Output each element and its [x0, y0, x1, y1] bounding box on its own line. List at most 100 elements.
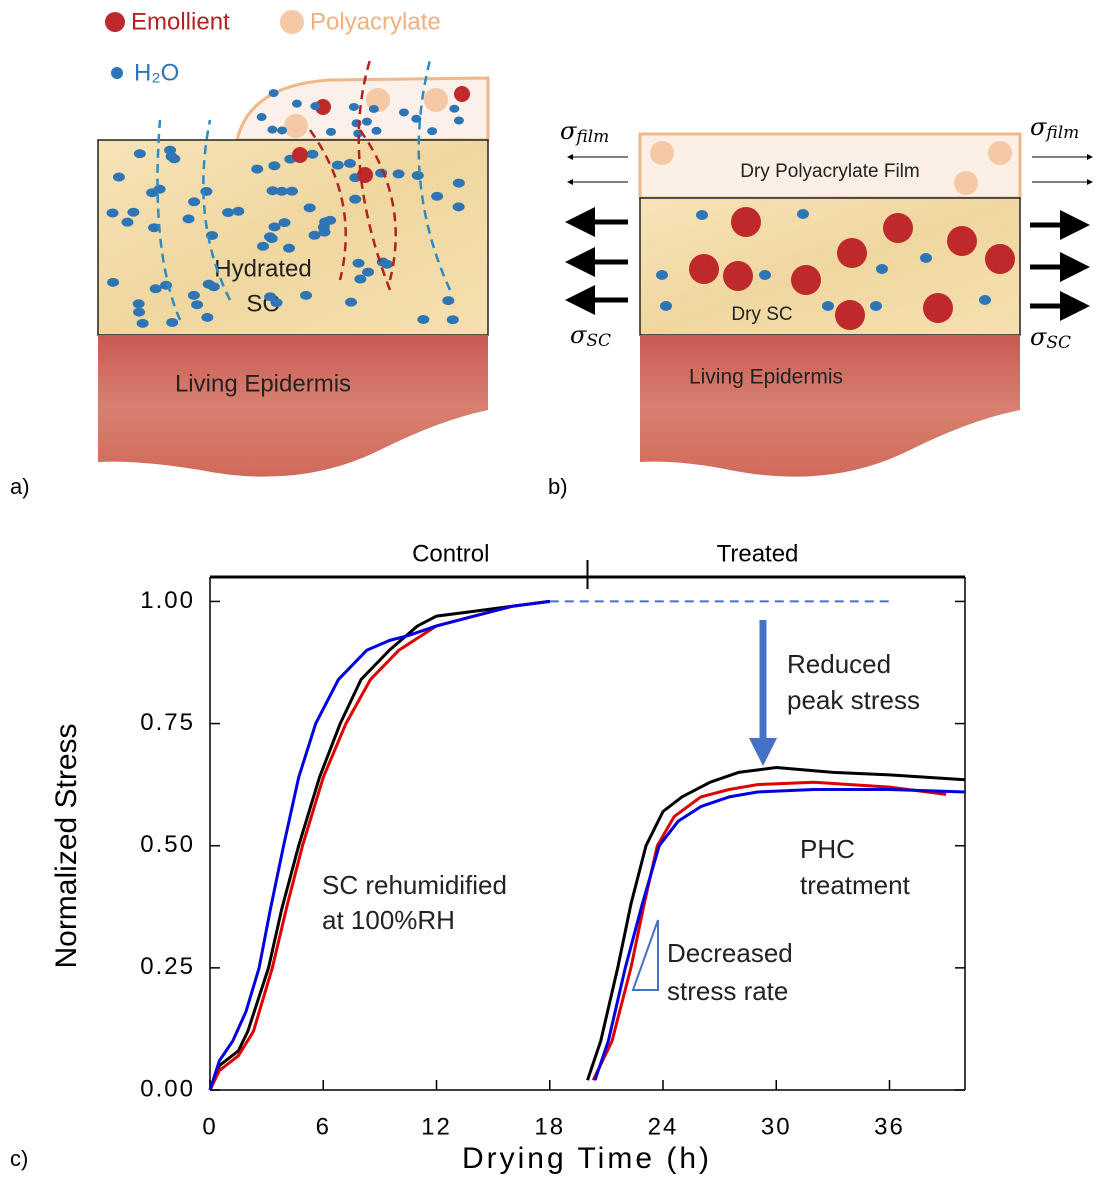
- water-dot: [398, 108, 409, 117]
- panel-label: a): [10, 474, 30, 499]
- annotation: SC rehumidified: [322, 870, 507, 900]
- panel-label: b): [548, 474, 568, 499]
- x-tick-label: 18: [534, 1113, 565, 1140]
- annotation: Reduced: [787, 649, 891, 679]
- x-tick-label: 0: [202, 1113, 217, 1140]
- water-dot: [452, 178, 465, 188]
- annotation: at 100%RH: [322, 905, 455, 935]
- chart: c) Drying Time (h) Normalized Stress Con…: [10, 540, 966, 1175]
- x-tick-label: 36: [874, 1113, 905, 1140]
- water-dot: [354, 274, 367, 284]
- water-dot: [202, 279, 215, 289]
- stress-label: σSC: [570, 321, 611, 351]
- flow-path: [357, 59, 392, 291]
- water-dot: [291, 99, 302, 108]
- water-dot: [188, 197, 201, 207]
- water-dot: [431, 191, 444, 201]
- water-dot: [251, 164, 264, 174]
- water-dot: [187, 290, 200, 300]
- stress-label: σfilm: [560, 117, 609, 147]
- y-tick-label: 1.00: [140, 587, 195, 614]
- sc-layer: [97, 139, 489, 336]
- water-dot: [278, 218, 291, 228]
- water-dot: [149, 284, 162, 294]
- water-dot: [148, 223, 161, 233]
- water-dot: [308, 230, 321, 240]
- stress-label: σfilm: [1030, 113, 1079, 143]
- annotation: treatment: [800, 870, 911, 900]
- water-dot: [153, 184, 166, 194]
- water-dot: [797, 209, 809, 219]
- water-dot: [331, 160, 344, 170]
- water-dot: [362, 267, 375, 277]
- x-tick-label: 24: [648, 1113, 679, 1140]
- water-dot: [256, 113, 267, 122]
- water-dot: [822, 301, 834, 311]
- flow-path: [308, 129, 347, 281]
- diagram-a: Emollient Polyacrylate H₂O Hydrated SC L…: [10, 8, 490, 499]
- annotation: PHC: [800, 834, 855, 864]
- water-dot: [696, 210, 708, 220]
- water-dot: [107, 277, 120, 287]
- emollient-dot: [923, 293, 953, 323]
- polyacrylate-dot: [650, 141, 674, 165]
- emollient-dot: [315, 99, 331, 115]
- legend-dot: [111, 67, 123, 79]
- layer-label: Dry Polyacrylate Film: [740, 161, 919, 182]
- water-dot: [656, 270, 668, 280]
- water-dot: [361, 117, 372, 126]
- water-dot: [392, 169, 405, 179]
- water-dot: [133, 149, 146, 159]
- water-dot: [318, 227, 331, 237]
- emollient-dot: [292, 147, 308, 163]
- annotation: Decreased: [667, 938, 793, 968]
- water-dot: [222, 208, 235, 218]
- water-dot: [870, 301, 882, 311]
- water-dot: [449, 104, 460, 113]
- water-dot: [452, 202, 465, 212]
- epidermis: [640, 335, 1020, 477]
- water-dot: [417, 314, 430, 324]
- legend-label: Polyacrylate: [310, 8, 441, 35]
- x-tick-label: 30: [761, 1113, 792, 1140]
- water-dot: [270, 298, 283, 308]
- water-dot: [349, 194, 362, 204]
- annotation: peak stress: [787, 685, 920, 715]
- emollient-dot: [731, 207, 761, 237]
- annotation: stress rate: [667, 976, 788, 1006]
- y-tick-label: 0.75: [140, 709, 195, 736]
- flow-path: [202, 119, 232, 301]
- legend-dot: [105, 12, 125, 32]
- water-dot: [306, 149, 319, 159]
- emollient-dot: [689, 254, 719, 284]
- emollient-dot: [454, 86, 470, 102]
- water-dot: [182, 214, 195, 224]
- water-dot: [371, 126, 382, 135]
- top-label: Treated: [717, 540, 799, 567]
- water-dot: [660, 301, 672, 311]
- water-dot: [268, 89, 279, 98]
- water-dot: [352, 258, 365, 268]
- layer-label: Dry SC: [731, 304, 792, 325]
- polyacrylate-dot: [988, 141, 1012, 165]
- water-dot: [326, 127, 337, 136]
- water-dot: [232, 206, 245, 216]
- water-dot: [191, 300, 204, 310]
- water-dot: [411, 170, 424, 180]
- water-dot: [442, 296, 455, 306]
- emollient-dot: [985, 244, 1015, 274]
- water-dot: [266, 186, 279, 196]
- diagram-b: Dry Polyacrylate Film Dry SC Living Epid…: [548, 113, 1093, 499]
- flow-path: [358, 129, 397, 281]
- layer-label: Living Epidermis: [689, 366, 843, 389]
- stress-label: σSC: [1030, 323, 1071, 353]
- epidermis: [98, 335, 488, 477]
- water-dot: [446, 315, 459, 325]
- water-dot: [277, 126, 288, 135]
- emollient-dot: [883, 213, 913, 243]
- water-dot: [275, 186, 288, 196]
- series-line: [586, 766, 966, 1081]
- emollient-dot: [791, 265, 821, 295]
- water-dot: [283, 243, 296, 253]
